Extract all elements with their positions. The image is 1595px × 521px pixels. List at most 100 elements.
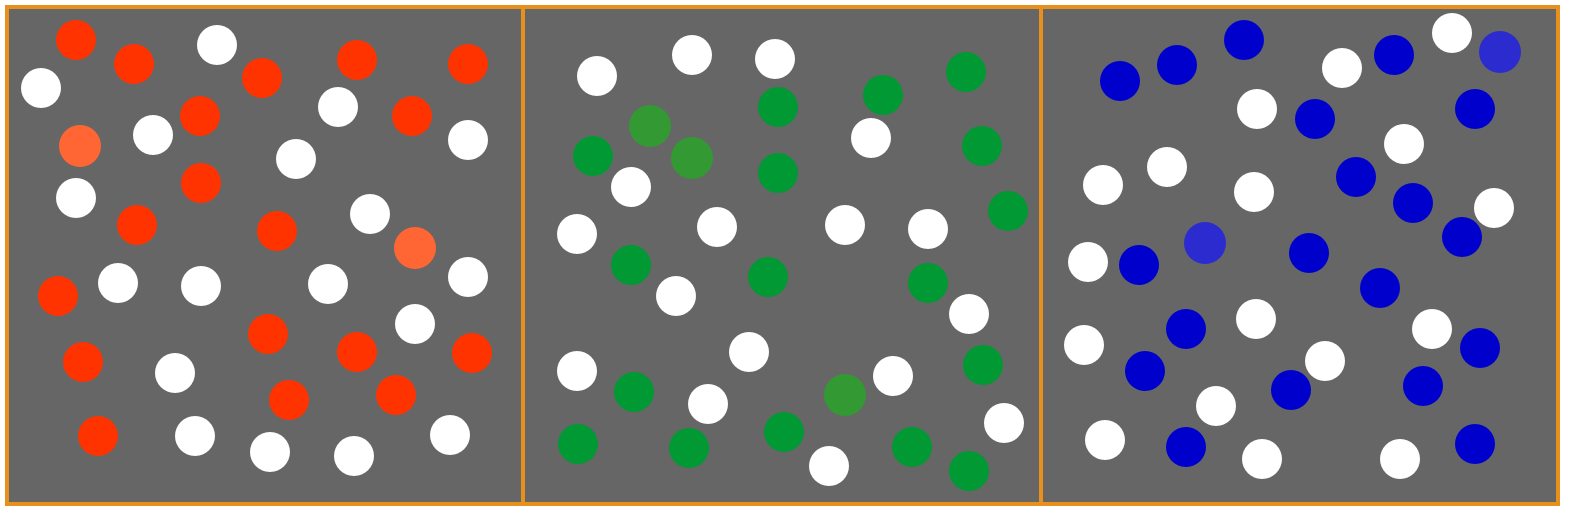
blue-panel-white-dot-10 [1384, 124, 1424, 164]
red-panel-colored-dot-16 [117, 205, 157, 245]
green-panel-white-dot-16 [825, 205, 865, 245]
green-panel-white-dot-26 [873, 356, 913, 396]
green-panel-odd-dot-6 [629, 105, 671, 147]
blue-panel-white-dot-13 [1234, 172, 1274, 212]
green-panel-colored-dot-3 [946, 52, 986, 92]
green-panel-odd-dot-8 [671, 137, 713, 179]
blue-panel-colored-dot-24 [1166, 309, 1206, 349]
green-panel-white-dot-14 [557, 214, 597, 254]
red-panel-white-dot-23 [308, 264, 348, 304]
blue-panel-white-dot-5 [1432, 13, 1472, 53]
red-panel-white-dot-6 [21, 68, 61, 108]
red-panel-colored-dot-14 [181, 163, 221, 203]
blue-panel-white-dot-32 [1196, 386, 1236, 426]
red-panel-colored-dot-33 [78, 416, 118, 456]
green-panel-colored-dot-13 [988, 191, 1028, 231]
green-panel-colored-dot-10 [962, 126, 1002, 166]
red-panel-colored-dot-0 [56, 20, 96, 60]
green-panel-colored-dot-33 [669, 428, 709, 468]
green-panel-colored-dot-11 [758, 153, 798, 193]
blue-panel-colored-dot-30 [1403, 366, 1443, 406]
blue-panel-colored-dot-4 [1374, 35, 1414, 75]
blue-panel-colored-dot-17 [1442, 217, 1482, 257]
green-panel-white-dot-2 [755, 39, 795, 79]
red-panel-white-dot-21 [98, 263, 138, 303]
green-panel-white-dot-17 [908, 209, 948, 249]
blue-panel-colored-dot-9 [1455, 89, 1495, 129]
red-panel-colored-dot-20 [38, 276, 78, 316]
red-panel-white-dot-17 [350, 194, 390, 234]
green-panel-colored-dot-7 [573, 136, 613, 176]
green-panel-colored-dot-31 [558, 424, 598, 464]
red-panel-white-dot-8 [318, 87, 358, 127]
blue-panel-colored-dot-34 [1166, 427, 1206, 467]
blue-panel-colored-dot-0 [1100, 61, 1140, 101]
green-panel-white-dot-22 [949, 294, 989, 334]
blue-panel-white-dot-25 [1412, 309, 1452, 349]
blue-panel-white-dot-33 [1085, 420, 1125, 460]
green-panel-white-dot-29 [688, 384, 728, 424]
green-panel-white-dot-15 [697, 207, 737, 247]
blue-panel-white-dot-23 [1236, 299, 1276, 339]
red-panel-white-dot-22 [181, 266, 221, 306]
green-panel-colored-dot-18 [611, 245, 651, 285]
blue-panel-white-dot-16 [1474, 188, 1514, 228]
red-panel-white-dot-2 [197, 25, 237, 65]
blue-panel-colored-dot-21 [1289, 233, 1329, 273]
blue-panel-colored-dot-29 [1125, 351, 1165, 391]
red-panel-white-dot-30 [155, 353, 195, 393]
blue-panel-colored-dot-27 [1460, 328, 1500, 368]
blue-panel-colored-dot-2 [1224, 20, 1264, 60]
green-panel-colored-dot-25 [963, 345, 1003, 385]
red-panel-colored-dot-32 [376, 375, 416, 415]
blue-panel-colored-dot-8 [1295, 99, 1335, 139]
blue-panel-colored-dot-37 [1455, 424, 1495, 464]
blue-panel-white-dot-11 [1083, 165, 1123, 205]
blue-panel-colored-dot-22 [1360, 268, 1400, 308]
red-panel-white-dot-25 [395, 304, 435, 344]
green-panel-colored-dot-20 [908, 263, 948, 303]
red-panel-white-dot-12 [448, 120, 488, 160]
green-panel-white-dot-12 [611, 167, 651, 207]
green-panel-colored-dot-4 [758, 87, 798, 127]
green-panel-odd-dot-28 [824, 374, 866, 416]
green-panel-white-dot-35 [809, 446, 849, 486]
red-panel-white-dot-35 [250, 432, 290, 472]
blue-panel-white-dot-28 [1305, 341, 1345, 381]
blue-panel-odd-dot-6 [1479, 31, 1521, 73]
blue-panel-white-dot-18 [1068, 242, 1108, 282]
blue-panel-white-dot-26 [1064, 325, 1104, 365]
green-panel-white-dot-0 [577, 56, 617, 96]
green-panel-white-dot-24 [557, 351, 597, 391]
blue-panel-colored-dot-15 [1393, 183, 1433, 223]
dots-layer [21, 13, 1521, 491]
green-panel-colored-dot-27 [614, 372, 654, 412]
blue-panel-colored-dot-19 [1119, 245, 1159, 285]
red-panel-colored-dot-7 [180, 96, 220, 136]
red-panel-odd-dot-10 [59, 125, 101, 167]
blue-panel-white-dot-35 [1242, 439, 1282, 479]
red-panel-white-dot-15 [56, 178, 96, 218]
red-panel-white-dot-11 [133, 115, 173, 155]
red-panel-white-dot-34 [175, 416, 215, 456]
red-panel-colored-dot-28 [452, 333, 492, 373]
green-panel-white-dot-9 [851, 118, 891, 158]
green-panel-white-dot-23 [729, 332, 769, 372]
blue-panel-white-dot-36 [1380, 439, 1420, 479]
blue-panel-white-dot-12 [1147, 147, 1187, 187]
red-panel-colored-dot-26 [248, 314, 288, 354]
red-panel-colored-dot-1 [114, 44, 154, 84]
green-panel-white-dot-21 [656, 276, 696, 316]
blue-panel-colored-dot-31 [1271, 370, 1311, 410]
green-panel-colored-dot-36 [949, 451, 989, 491]
blue-panel-odd-dot-20 [1184, 222, 1226, 264]
red-panel-white-dot-24 [448, 257, 488, 297]
red-panel-colored-dot-4 [337, 40, 377, 80]
red-panel-colored-dot-29 [63, 342, 103, 382]
blue-panel-white-dot-7 [1237, 89, 1277, 129]
outer-border [5, 5, 1560, 506]
green-panel-white-dot-30 [984, 403, 1024, 443]
green-panel-colored-dot-34 [892, 427, 932, 467]
blue-panel-colored-dot-14 [1336, 157, 1376, 197]
